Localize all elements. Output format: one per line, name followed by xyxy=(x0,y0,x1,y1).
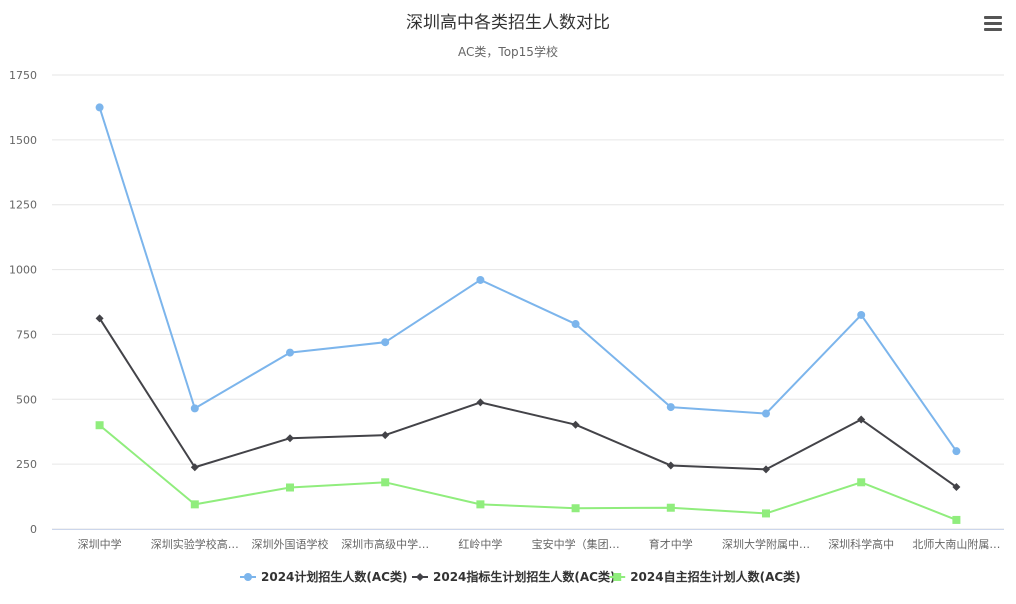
x-axis: 深圳中学 深圳实验学校高… 深圳外国语学校 深圳市高级中学… 红岭中学 宝安中学（集团… 育… xyxy=(52,529,1004,551)
y-tick-label: 1500 xyxy=(9,134,37,147)
data-point[interactable] xyxy=(95,421,104,430)
series-line[interactable] xyxy=(98,317,957,488)
legend-marker[interactable] xyxy=(613,573,622,581)
data-point[interactable] xyxy=(857,310,866,319)
data-point[interactable] xyxy=(381,478,390,487)
data-point[interactable] xyxy=(476,500,485,509)
legend-marker[interactable] xyxy=(416,573,424,581)
data-point[interactable] xyxy=(95,103,104,112)
data-point[interactable] xyxy=(952,482,961,491)
series-group xyxy=(95,421,961,524)
data-point[interactable] xyxy=(190,500,199,509)
x-tick-label: 深圳外国语学校 xyxy=(252,537,329,551)
data-point[interactable] xyxy=(476,398,485,407)
data-point[interactable] xyxy=(286,434,294,443)
data-point[interactable] xyxy=(190,463,199,472)
data-point[interactable] xyxy=(286,483,294,492)
data-point[interactable] xyxy=(571,420,580,429)
legend-marker[interactable] xyxy=(244,573,252,581)
data-point[interactable] xyxy=(857,478,866,487)
data-point[interactable] xyxy=(571,504,580,513)
data-point[interactable] xyxy=(762,509,770,518)
hamburger-menu-icon[interactable] xyxy=(984,16,1002,34)
series-group xyxy=(95,103,961,456)
series-group xyxy=(95,314,961,491)
data-point[interactable] xyxy=(286,348,294,357)
menu-bar xyxy=(984,16,1002,19)
data-point[interactable] xyxy=(95,314,104,323)
y-tick-label: 1750 xyxy=(9,69,37,82)
data-point[interactable] xyxy=(666,461,675,470)
menu-bar xyxy=(984,28,1002,31)
series-line[interactable] xyxy=(98,107,958,452)
legend-item[interactable]: 2024指标生计划招生人数(AC类) xyxy=(412,569,615,584)
x-tick-label: 深圳科学高中 xyxy=(828,537,894,551)
data-point[interactable] xyxy=(952,447,961,456)
series-layer xyxy=(95,103,961,524)
legend-label: 2024指标生计划招生人数(AC类) xyxy=(433,569,615,584)
y-tick-label: 250 xyxy=(16,458,37,471)
x-tick-label: 北师大南山附属… xyxy=(912,537,1000,551)
x-tick-label: 深圳市高级中学… xyxy=(341,537,429,551)
legend-item[interactable]: 2024自主招生计划人数(AC类) xyxy=(609,569,801,584)
data-point[interactable] xyxy=(857,415,866,424)
data-point[interactable] xyxy=(666,403,675,412)
x-tick-label: 深圳中学 xyxy=(78,537,122,551)
y-tick-label: 0 xyxy=(30,523,37,536)
y-tick-label: 1250 xyxy=(9,199,37,212)
data-point[interactable] xyxy=(381,338,390,347)
x-tick-label: 育才中学 xyxy=(649,537,693,551)
data-point[interactable] xyxy=(762,465,770,474)
legend[interactable]: 2024计划招生人数(AC类) 2024指标生计划招生人数(AC类) 2024自主招… xyxy=(240,569,801,584)
y-axis: 0 250 500 750 1000 1250 1500 1750 xyxy=(9,69,37,536)
data-point[interactable] xyxy=(571,320,580,329)
y-tick-label: 750 xyxy=(16,328,37,341)
x-tick-label: 宝安中学（集团… xyxy=(532,537,620,551)
series-line[interactable] xyxy=(98,424,957,521)
legend-label: 2024计划招生人数(AC类) xyxy=(261,569,407,584)
legend-item[interactable]: 2024计划招生人数(AC类) xyxy=(240,569,407,584)
chart-title: 深圳高中各类招生人数对比 xyxy=(406,13,610,33)
data-point[interactable] xyxy=(666,503,675,512)
legend-label: 2024自主招生计划人数(AC类) xyxy=(630,569,800,584)
menu-bar xyxy=(984,22,1002,25)
y-tick-label: 1000 xyxy=(9,264,37,277)
x-tick-label: 深圳大学附属中… xyxy=(722,537,810,551)
data-point[interactable] xyxy=(952,515,961,524)
data-point[interactable] xyxy=(762,409,770,418)
y-tick-label: 500 xyxy=(16,393,37,406)
data-point[interactable] xyxy=(476,275,485,284)
x-tick-label: 红岭中学 xyxy=(458,537,502,551)
data-point[interactable] xyxy=(381,431,390,440)
data-point[interactable] xyxy=(190,404,199,413)
x-tick-label: 深圳实验学校高… xyxy=(151,537,239,551)
chart-subtitle: AC类，Top15学校 xyxy=(458,44,558,59)
